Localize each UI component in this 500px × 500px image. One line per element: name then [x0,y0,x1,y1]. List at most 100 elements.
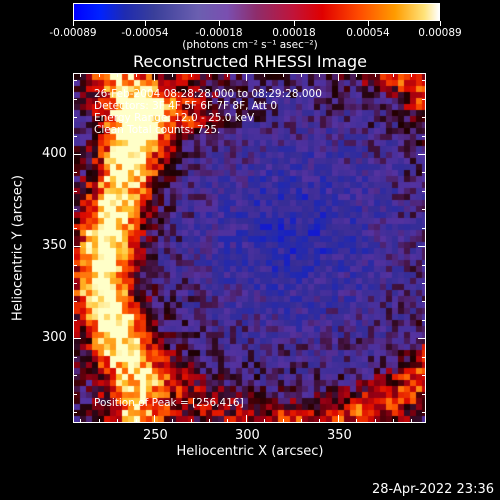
y-tick-left [73,209,77,210]
x-tick-bottom [319,419,320,423]
x-tick-top [117,73,118,77]
y-tick-right [418,246,426,247]
x-tick-bottom [136,419,137,423]
x-tick-bottom [301,419,302,423]
x-tick-bottom [338,415,339,423]
info-clean-counts: Clean Total counts: 725. [94,124,221,136]
x-tick-top [136,73,137,77]
y-tick-right [418,338,426,339]
plot-frame [73,73,426,423]
colorbar-tick-label: -0.00018 [195,27,243,39]
y-tick-right [422,228,426,229]
x-tick-top [411,73,412,77]
y-tick-left [73,283,77,284]
x-tick-bottom [99,419,100,423]
x-tick-label: 250 [143,428,168,443]
y-tick-right [422,265,426,266]
x-tick-bottom [172,419,173,423]
x-tick-top [209,73,210,77]
y-tick-right [422,117,426,118]
y-axis-label: Heliocentric Y (arcsec) [10,175,26,321]
y-tick-left [73,136,77,137]
y-tick-left [73,228,77,229]
y-tick-right [422,394,426,395]
y-tick-right [422,172,426,173]
x-tick-bottom [227,419,228,423]
x-tick-top [338,73,339,81]
x-tick-top [393,73,394,77]
y-tick-right [422,283,426,284]
x-tick-bottom [283,419,284,423]
info-time-range: 26-Feb-2004 08:28:28.000 to 08:29:28.000 [94,88,322,100]
y-tick-left [73,320,77,321]
y-tick-left [73,357,77,358]
x-tick-bottom [393,419,394,423]
y-tick-right [422,320,426,321]
y-tick-right [422,80,426,81]
y-tick-right [418,154,426,155]
x-tick-top [356,73,357,77]
y-tick-right [422,375,426,376]
x-tick-bottom [209,419,210,423]
footer-date: 28-Apr-2022 23:36 [372,482,494,497]
x-tick-top [154,73,155,81]
x-tick-top [191,73,192,77]
colorbar-tick-mark [73,21,74,26]
x-tick-bottom [80,419,81,423]
x-axis-label: Heliocentric X (arcsec) [176,444,324,459]
heatmap-image [74,74,425,422]
colorbar [73,3,440,21]
colorbar-tick-mark [145,21,146,26]
y-tick-right [422,412,426,413]
y-tick-right [422,357,426,358]
colorbar-units: (photons cm⁻² s⁻¹ asec⁻²) [182,39,318,51]
y-tick-right [422,191,426,192]
x-tick-top [80,73,81,77]
y-tick-right [422,209,426,210]
y-tick-left [73,338,81,339]
x-tick-top [283,73,284,77]
colorbar-tick-label: -0.00054 [121,27,169,39]
y-tick-left [73,301,77,302]
info-energy-range: Energy Range: 12.0 - 25.0 keV [94,112,255,124]
y-tick-left [73,394,77,395]
x-tick-bottom [117,419,118,423]
colorbar-tick-mark [294,21,295,26]
x-tick-bottom [191,419,192,423]
x-tick-top [227,73,228,77]
x-tick-top [319,73,320,77]
y-tick-left [73,99,77,100]
y-tick-left [73,246,81,247]
x-tick-bottom [154,415,155,423]
colorbar-tick-label: -0.00089 [49,27,97,39]
colorbar-tick-label: 0.00018 [272,27,316,39]
x-tick-top [301,73,302,77]
y-tick-left [73,154,81,155]
y-tick-label: 300 [42,330,67,345]
x-tick-label: 300 [235,428,260,443]
y-tick-left [73,265,77,266]
y-tick-left [73,80,77,81]
colorbar-tick-label: 0.00089 [418,27,462,39]
y-tick-left [73,172,77,173]
y-tick-left [73,375,77,376]
colorbar-tick-mark [368,21,369,26]
x-tick-top [375,73,376,77]
x-tick-top [264,73,265,77]
x-tick-bottom [356,419,357,423]
x-tick-bottom [264,419,265,423]
chart-title: Reconstructed RHESSI Image [133,52,367,71]
colorbar-tick-mark [440,21,441,26]
colorbar-tick-label: 0.00054 [346,27,390,39]
y-tick-label: 400 [42,146,67,161]
y-tick-right [422,136,426,137]
y-tick-right [422,99,426,100]
y-tick-right [422,301,426,302]
x-tick-bottom [375,419,376,423]
y-tick-left [73,117,77,118]
x-tick-bottom [246,415,247,423]
x-tick-top [99,73,100,77]
x-tick-label: 350 [327,428,352,443]
x-tick-top [246,73,247,81]
y-tick-left [73,191,77,192]
